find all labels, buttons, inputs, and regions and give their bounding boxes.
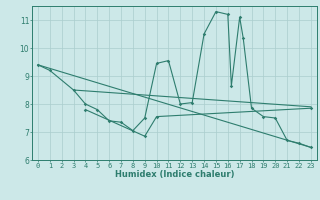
X-axis label: Humidex (Indice chaleur): Humidex (Indice chaleur) [115, 170, 234, 179]
